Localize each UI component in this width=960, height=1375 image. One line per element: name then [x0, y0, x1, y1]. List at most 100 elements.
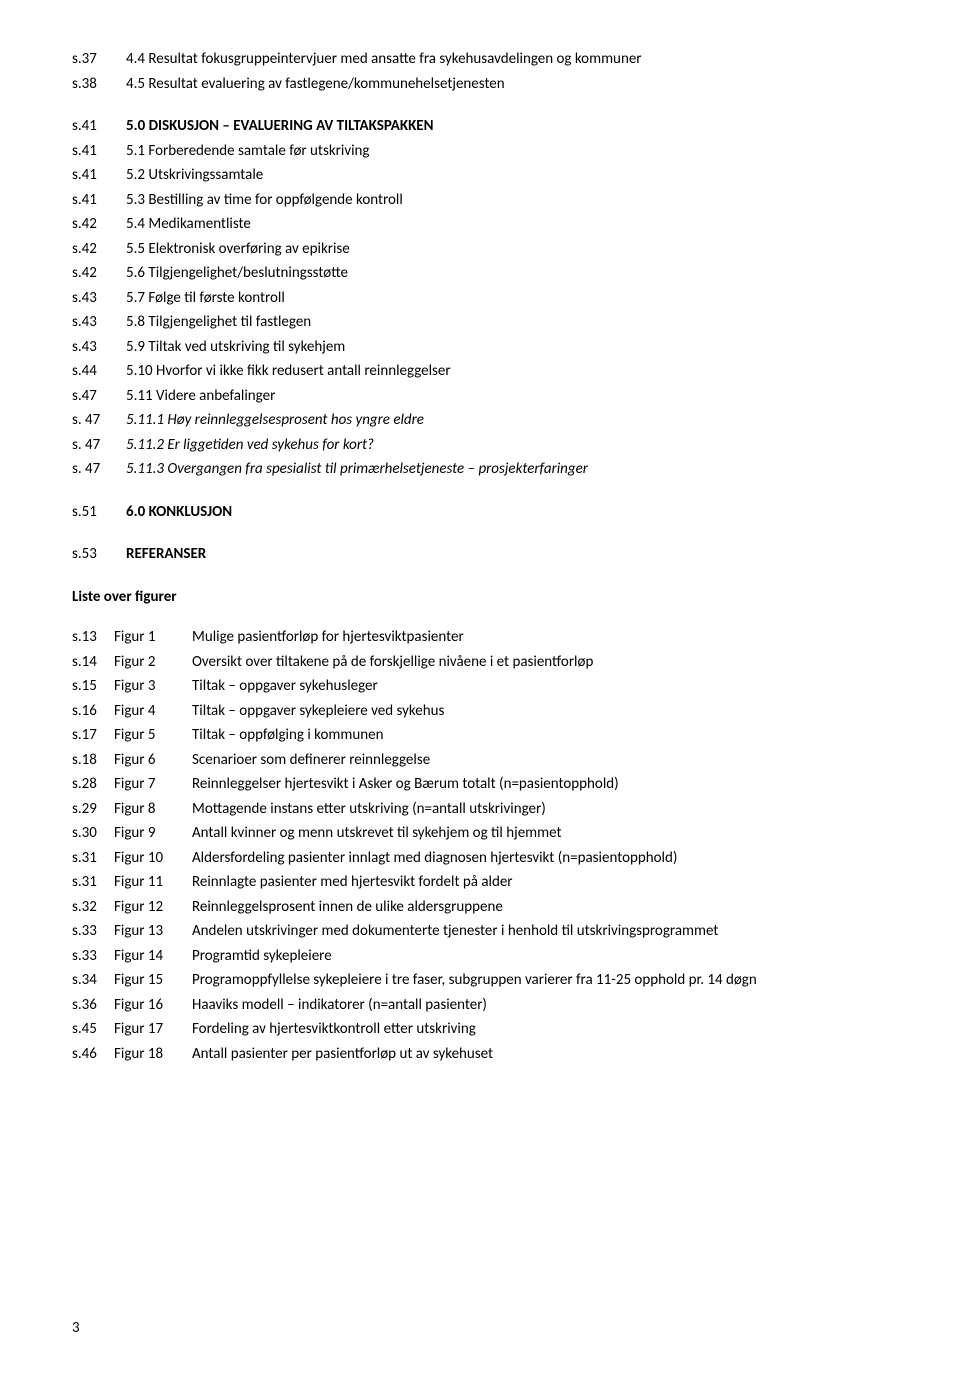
- figure-number: Figur 8: [114, 798, 192, 821]
- figure-description: Haaviks modell – indikatorer (n=antall p…: [192, 994, 888, 1017]
- toc-page-ref: s.42: [72, 238, 126, 261]
- figure-number: Figur 14: [114, 945, 192, 968]
- figure-row: s.28Figur 7Reinnleggelser hjertesvikt i …: [72, 773, 888, 796]
- toc-page-ref: s.41: [72, 140, 126, 163]
- figures-heading: Liste over figurer: [72, 586, 888, 609]
- toc-page-ref: s.42: [72, 213, 126, 236]
- figure-description: Scenarioer som definerer reinnleggelse: [192, 749, 888, 772]
- toc-page-ref: s.47: [72, 385, 126, 408]
- figure-page-ref: s.17: [72, 724, 114, 747]
- toc-row: s. 475.11.2 Er liggetiden ved sykehus fo…: [72, 434, 888, 457]
- toc-entry-label: 5.8 Tilgjengelighet til fastlegen: [126, 311, 888, 334]
- figure-number: Figur 12: [114, 896, 192, 919]
- toc-row: s.384.5 Resultat evaluering av fastlegen…: [72, 73, 888, 96]
- toc-entry-label: 5.0 DISKUSJON – EVALUERING AV TILTAKSPAK…: [126, 115, 888, 138]
- toc-entry-label: 5.7 Følge til første kontroll: [126, 287, 888, 310]
- figure-page-ref: s.32: [72, 896, 114, 919]
- toc-row: s.435.8 Tilgjengelighet til fastlegen: [72, 311, 888, 334]
- figure-row: s.34Figur 15Programoppfyllelse sykepleie…: [72, 969, 888, 992]
- toc-page-ref: s.43: [72, 336, 126, 359]
- figure-page-ref: s.34: [72, 969, 114, 992]
- figure-row: s.18Figur 6Scenarioer som definerer rein…: [72, 749, 888, 772]
- figure-page-ref: s.33: [72, 920, 114, 943]
- toc-row: s.415.3 Bestilling av time for oppfølgen…: [72, 189, 888, 212]
- figure-page-ref: s.14: [72, 651, 114, 674]
- toc-entry-label: 5.9 Tiltak ved utskriving til sykehjem: [126, 336, 888, 359]
- figure-description: Andelen utskrivinger med dokumenterte tj…: [192, 920, 888, 943]
- figure-number: Figur 10: [114, 847, 192, 870]
- toc-row: s.435.7 Følge til første kontroll: [72, 287, 888, 310]
- figure-description: Fordeling av hjertesviktkontroll etter u…: [192, 1018, 888, 1041]
- figure-row: s.13Figur 1Mulige pasientforløp for hjer…: [72, 626, 888, 649]
- toc-row: s.425.6 Tilgjengelighet/beslutningsstøtt…: [72, 262, 888, 285]
- figure-number: Figur 18: [114, 1043, 192, 1066]
- toc-row: s.53REFERANSER: [72, 543, 888, 566]
- toc-entry-label: 5.2 Utskrivingssamtale: [126, 164, 888, 187]
- figure-page-ref: s.46: [72, 1043, 114, 1066]
- toc-page-ref: s.43: [72, 287, 126, 310]
- toc-entry-label: 4.4 Resultat fokusgruppeintervjuer med a…: [126, 48, 888, 71]
- figure-page-ref: s.29: [72, 798, 114, 821]
- figure-row: s.29Figur 8Mottagende instans etter utsk…: [72, 798, 888, 821]
- toc-row: s. 475.11.1 Høy reinnleggelsesprosent ho…: [72, 409, 888, 432]
- toc-page-ref: s.41: [72, 189, 126, 212]
- toc-page-ref: s.41: [72, 164, 126, 187]
- toc-entry-label: 5.11 Videre anbefalinger: [126, 385, 888, 408]
- figure-description: Antall kvinner og menn utskrevet til syk…: [192, 822, 888, 845]
- figure-number: Figur 5: [114, 724, 192, 747]
- toc-page-ref: s.41: [72, 115, 126, 138]
- figure-description: Reinnlagte pasienter med hjertesvikt for…: [192, 871, 888, 894]
- figure-number: Figur 7: [114, 773, 192, 796]
- figure-number: Figur 2: [114, 651, 192, 674]
- toc-entry-label: REFERANSER: [126, 543, 888, 566]
- figure-number: Figur 15: [114, 969, 192, 992]
- figure-description: Programoppfyllelse sykepleiere i tre fas…: [192, 969, 888, 992]
- figure-description: Mottagende instans etter utskriving (n=a…: [192, 798, 888, 821]
- toc-entry-label: 5.11.2 Er liggetiden ved sykehus for kor…: [126, 434, 888, 457]
- figure-number: Figur 3: [114, 675, 192, 698]
- toc-page-ref: s. 47: [72, 434, 126, 457]
- figure-row: s.16Figur 4Tiltak – oppgaver sykepleiere…: [72, 700, 888, 723]
- figure-description: Oversikt over tiltakene på de forskjelli…: [192, 651, 888, 674]
- figure-row: s.31Figur 10Aldersfordeling pasienter in…: [72, 847, 888, 870]
- toc-entry-label: 5.3 Bestilling av time for oppfølgende k…: [126, 189, 888, 212]
- toc-row: s.374.4 Resultat fokusgruppeintervjuer m…: [72, 48, 888, 71]
- figure-number: Figur 1: [114, 626, 192, 649]
- figure-page-ref: s.16: [72, 700, 114, 723]
- figure-page-ref: s.31: [72, 847, 114, 870]
- toc-row: s.445.10 Hvorfor vi ikke fikk redusert a…: [72, 360, 888, 383]
- figure-number: Figur 4: [114, 700, 192, 723]
- toc-page-ref: s.37: [72, 48, 126, 71]
- figure-page-ref: s.36: [72, 994, 114, 1017]
- toc-entry-label: 5.5 Elektronisk overføring av epikrise: [126, 238, 888, 261]
- figure-page-ref: s.31: [72, 871, 114, 894]
- figure-row: s.14Figur 2Oversikt over tiltakene på de…: [72, 651, 888, 674]
- figure-number: Figur 9: [114, 822, 192, 845]
- toc-entry-label: 5.11.1 Høy reinnleggelsesprosent hos yng…: [126, 409, 888, 432]
- page-number: 3: [72, 1317, 80, 1340]
- figure-row: s.36Figur 16Haaviks modell – indikatorer…: [72, 994, 888, 1017]
- toc-entry-label: 5.4 Medikamentliste: [126, 213, 888, 236]
- figure-row: s.46Figur 18Antall pasienter per pasient…: [72, 1043, 888, 1066]
- toc-page-ref: s.42: [72, 262, 126, 285]
- toc-row: s. 475.11.3 Overgangen fra spesialist ti…: [72, 458, 888, 481]
- figure-description: Tiltak – oppgaver sykehusleger: [192, 675, 888, 698]
- toc-row: s.435.9 Tiltak ved utskriving til sykehj…: [72, 336, 888, 359]
- toc-page-ref: s.51: [72, 501, 126, 524]
- figure-row: s.33Figur 13Andelen utskrivinger med dok…: [72, 920, 888, 943]
- figure-row: s.17Figur 5Tiltak – oppfølging i kommune…: [72, 724, 888, 747]
- toc-row: s.425.4 Medikamentliste: [72, 213, 888, 236]
- toc-row: s.475.11 Videre anbefalinger: [72, 385, 888, 408]
- toc-row: s.425.5 Elektronisk overføring av epikri…: [72, 238, 888, 261]
- toc-entry-label: 5.1 Forberedende samtale før utskriving: [126, 140, 888, 163]
- toc-page-ref: s.38: [72, 73, 126, 96]
- toc-row: s.415.1 Forberedende samtale før utskriv…: [72, 140, 888, 163]
- figure-row: s.15Figur 3Tiltak – oppgaver sykehuslege…: [72, 675, 888, 698]
- figure-row: s.33Figur 14Programtid sykepleiere: [72, 945, 888, 968]
- toc-page-ref: s.43: [72, 311, 126, 334]
- toc-page-ref: s.53: [72, 543, 126, 566]
- toc-entry-label: 6.0 KONKLUSJON: [126, 501, 888, 524]
- figure-row: s.45Figur 17Fordeling av hjertesviktkont…: [72, 1018, 888, 1041]
- toc-row: s.415.2 Utskrivingssamtale: [72, 164, 888, 187]
- figure-number: Figur 6: [114, 749, 192, 772]
